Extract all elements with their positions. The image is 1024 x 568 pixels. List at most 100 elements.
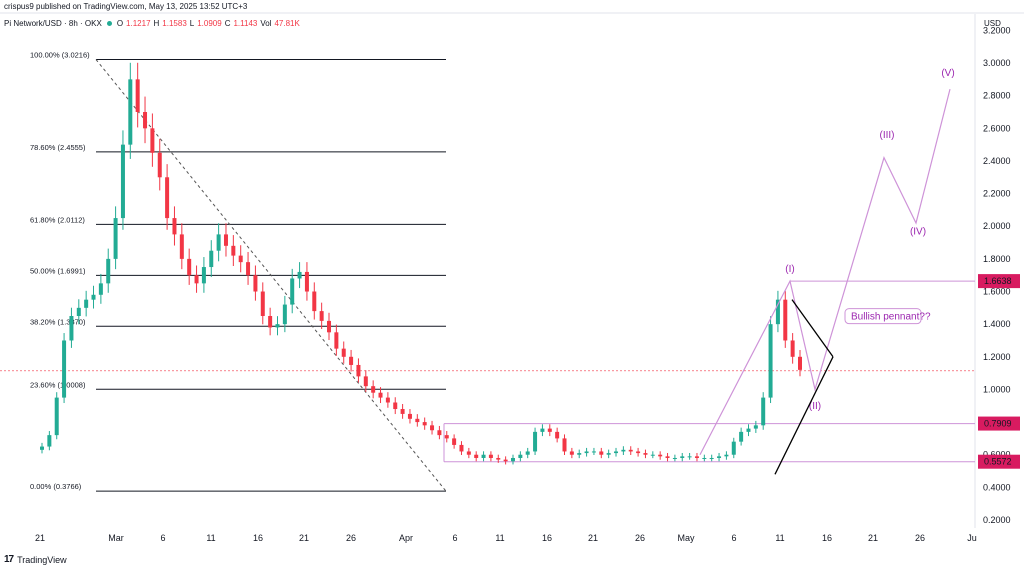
wave-label: (III) bbox=[880, 130, 895, 141]
candle-body bbox=[341, 348, 346, 357]
candle-body bbox=[275, 324, 280, 328]
elliott-wave-path bbox=[699, 89, 951, 455]
candle-body bbox=[216, 234, 221, 251]
candle-body bbox=[54, 397, 59, 436]
candle-body bbox=[694, 456, 699, 458]
y-tick-label: 2.2000 bbox=[983, 189, 1011, 199]
candle-body bbox=[209, 250, 214, 268]
y-tick-label: 1.6000 bbox=[983, 287, 1011, 297]
symbol-name: Pi Network/USD · 8h · OKX bbox=[4, 19, 102, 28]
candle-body bbox=[187, 258, 192, 276]
candle-body bbox=[304, 271, 309, 292]
candle-body bbox=[297, 271, 302, 279]
candle-body bbox=[98, 283, 103, 295]
candle-body bbox=[614, 451, 619, 454]
candle-body bbox=[503, 459, 508, 462]
open-label: O bbox=[116, 19, 124, 28]
fib-level-label: 0.00% (0.3766) bbox=[30, 482, 82, 491]
price-label-text: 0.5572 bbox=[984, 457, 1012, 467]
candle-body bbox=[407, 413, 412, 419]
candle-body bbox=[312, 291, 317, 312]
tradingview-footer[interactable]: 17 TradingView bbox=[4, 554, 67, 565]
candle-body bbox=[525, 451, 530, 455]
candle-body bbox=[775, 299, 780, 325]
fib-level-label: 38.20% (1.3870) bbox=[30, 317, 86, 326]
candle-body bbox=[290, 278, 295, 305]
x-tick-label: May bbox=[677, 533, 695, 543]
tradingview-logo-icon: 17 bbox=[4, 554, 14, 565]
candle-body bbox=[474, 454, 479, 458]
candle-body bbox=[430, 425, 435, 431]
open-value: 1.1217 bbox=[126, 19, 151, 28]
x-tick-label: 6 bbox=[160, 533, 165, 543]
candle-body bbox=[172, 218, 177, 235]
y-tick-label: 1.8000 bbox=[983, 254, 1011, 264]
candle-body bbox=[562, 438, 567, 452]
candle-body bbox=[238, 255, 243, 263]
low-label: L bbox=[189, 19, 195, 28]
x-tick-label: Ju bbox=[967, 533, 977, 543]
price-label-text: 0.7909 bbox=[984, 419, 1012, 429]
y-tick-label: 2.6000 bbox=[983, 123, 1011, 133]
candle-body bbox=[636, 451, 641, 454]
candle-body bbox=[466, 451, 471, 455]
candle-body bbox=[753, 425, 758, 429]
y-tick-label: 1.4000 bbox=[983, 319, 1011, 329]
candle-body bbox=[783, 299, 788, 341]
price-label-box bbox=[978, 274, 1020, 289]
low-value: 1.0909 bbox=[197, 19, 222, 28]
candle-body bbox=[76, 307, 81, 316]
candle-body bbox=[510, 457, 515, 462]
candle-body bbox=[319, 311, 324, 321]
currency-label: USD bbox=[984, 19, 1001, 28]
candle-body bbox=[709, 457, 714, 459]
fib-level-label: 23.60% (1.0008) bbox=[30, 380, 86, 389]
symbol-legend[interactable]: Pi Network/USD · 8h · OKX O 1.1217 H 1.158… bbox=[4, 19, 300, 28]
candle-body bbox=[643, 453, 648, 455]
x-tick-label: 11 bbox=[206, 533, 215, 543]
candle-body bbox=[488, 454, 493, 458]
candle-body bbox=[128, 79, 133, 145]
candle-body bbox=[268, 316, 273, 328]
candle-body bbox=[650, 454, 655, 456]
candle-body bbox=[790, 340, 795, 357]
candle-body bbox=[444, 435, 449, 439]
candle-body bbox=[452, 438, 457, 445]
candle-body bbox=[459, 444, 464, 452]
candle-body bbox=[584, 451, 589, 454]
candle-body bbox=[231, 245, 236, 256]
candle-body bbox=[599, 451, 604, 455]
candle-body bbox=[120, 144, 125, 219]
candle-body bbox=[658, 454, 663, 457]
x-tick-label: 6 bbox=[731, 533, 736, 543]
price-label-text: 1.6638 bbox=[984, 276, 1012, 286]
candle-body bbox=[91, 294, 96, 300]
y-tick-label: 3.2000 bbox=[983, 25, 1011, 35]
x-tick-label: 11 bbox=[495, 533, 504, 543]
market-status-icon bbox=[106, 21, 112, 26]
tradingview-brand: TradingView bbox=[17, 554, 67, 565]
candle-body bbox=[761, 397, 766, 426]
candle-body bbox=[724, 454, 729, 457]
candle-body bbox=[496, 457, 501, 460]
candle-body bbox=[687, 456, 692, 458]
x-tick-label: Mar bbox=[108, 533, 124, 543]
candle-body bbox=[400, 409, 405, 414]
volume-label: Vol bbox=[260, 19, 272, 28]
candle-body bbox=[702, 457, 707, 459]
candle-body bbox=[157, 152, 162, 178]
candle-body bbox=[135, 79, 140, 112]
candle-body bbox=[334, 332, 339, 349]
x-tick-label: 21 bbox=[299, 533, 309, 543]
candle-body bbox=[437, 430, 442, 436]
candle-body bbox=[201, 267, 206, 284]
x-tick-label: 16 bbox=[542, 533, 552, 543]
candle-body bbox=[150, 128, 155, 153]
y-tick-label: 2.4000 bbox=[983, 156, 1011, 166]
candle-body bbox=[680, 456, 685, 458]
candle-body bbox=[481, 454, 486, 458]
candle-body bbox=[606, 453, 611, 455]
candle-body bbox=[113, 218, 118, 259]
candle-body bbox=[591, 451, 596, 453]
